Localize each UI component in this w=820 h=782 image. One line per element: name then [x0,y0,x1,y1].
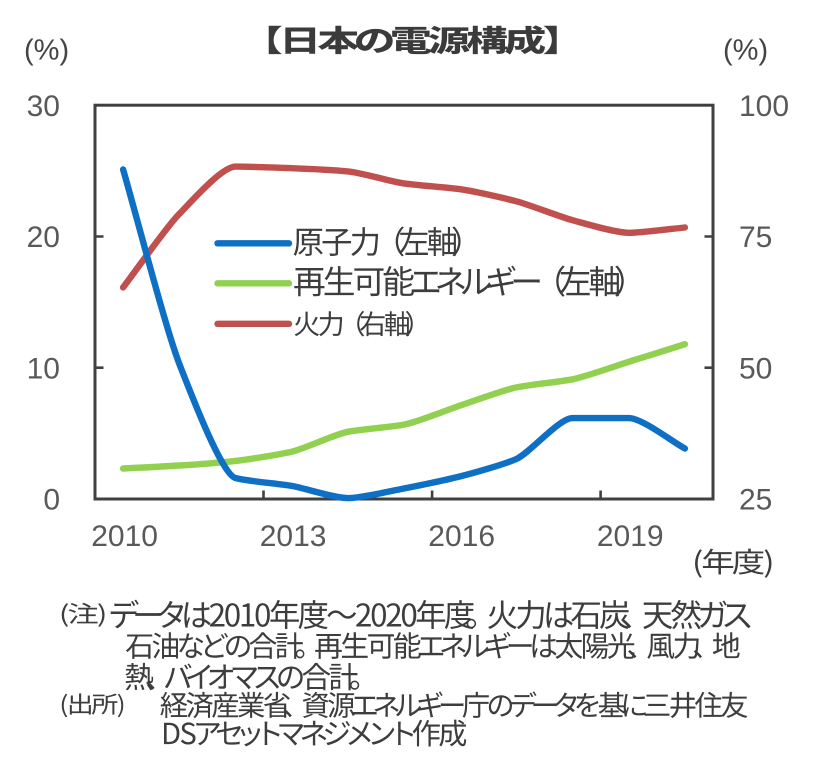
svg-text:2013: 2013 [260,520,327,553]
svg-text:75: 75 [739,221,772,254]
svg-text:2019: 2019 [597,520,664,553]
svg-text:(%): (%) [24,35,69,67]
svg-text:30: 30 [27,90,60,123]
svg-text:2010: 2010 [91,520,158,553]
svg-text:25: 25 [739,484,772,517]
svg-text:20: 20 [27,221,60,254]
svg-text:0: 0 [43,484,60,517]
svg-text:10: 10 [27,352,60,385]
svg-text:(%): (%) [723,35,768,67]
svg-text:100: 100 [739,90,789,123]
svg-text:50: 50 [739,352,772,385]
svg-text:2016: 2016 [428,520,495,553]
